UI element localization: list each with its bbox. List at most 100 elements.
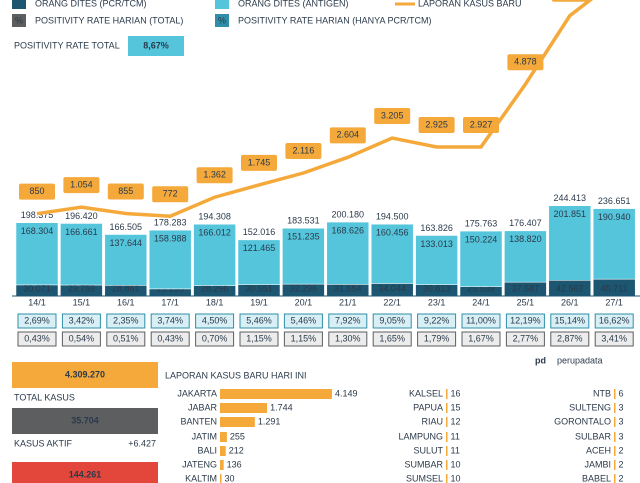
x-tick-label: 27/1: [605, 297, 623, 307]
positivity-label: 2,35%: [113, 315, 139, 325]
segment-label: 30.071: [23, 283, 51, 293]
case-label-box: [285, 143, 322, 160]
positivity-label: 3,74%: [157, 315, 183, 325]
province-value: 11: [451, 431, 460, 441]
x-tick-label: 20/1: [295, 297, 313, 307]
province-bar: [220, 389, 332, 399]
positivity-label: 12,19%: [510, 315, 541, 325]
legend-symbol: %: [15, 15, 23, 25]
total-label: 163.826: [420, 223, 453, 233]
total-label: 178.283: [154, 218, 187, 228]
case-label-box: [107, 183, 144, 200]
segment-label: 30.551: [245, 283, 273, 293]
province-name: SUMBAR: [404, 459, 443, 469]
bar-segment: [504, 230, 547, 283]
positivity-label: 1,15%: [291, 333, 317, 343]
province-bar: [614, 460, 616, 470]
province-name: SULTENG: [569, 402, 611, 412]
positivity-box: [461, 313, 501, 329]
segment-label: 42.562: [556, 283, 584, 293]
province-bar: [446, 403, 448, 413]
segment-label: 151.235: [287, 232, 320, 242]
positivity-box: [550, 331, 590, 347]
province-value: 136: [227, 459, 242, 469]
province-bar: [446, 389, 448, 399]
segment-label: 32.296: [290, 283, 318, 293]
positivity-box: [106, 331, 146, 347]
positivity-box: [61, 313, 101, 329]
stat-box: [12, 408, 158, 434]
total-label: 183.531: [287, 216, 320, 226]
case-label-box: [329, 127, 366, 144]
province-bar: [220, 432, 227, 442]
bar-segment: [15, 222, 59, 286]
positivity-box: [150, 331, 190, 347]
segment-label: 137.644: [110, 238, 143, 248]
total-label: 194.308: [198, 212, 231, 222]
province-name: GORONTALO: [554, 416, 611, 426]
province-value: 4.149: [335, 388, 358, 398]
x-tick-label: 15/1: [73, 297, 91, 307]
case-label: 850: [29, 186, 44, 196]
legend-swatch: [12, 14, 26, 27]
positivity-label: 5,46%: [246, 315, 272, 325]
province-bar: [614, 446, 616, 456]
segment-label: 201.851: [554, 209, 587, 219]
province-bar: [614, 389, 616, 399]
positivity-box: [150, 313, 190, 329]
positivity-box: [505, 313, 545, 329]
positivity-label: 1,15%: [246, 333, 272, 343]
legend-label: LAPORAN KASUS BARU: [418, 0, 522, 8]
bar-segment: [592, 208, 636, 280]
province-name: SULBAR: [575, 431, 612, 441]
legend-swatch: [215, 0, 229, 9]
case-label: 1.745: [248, 157, 271, 167]
positivity-label: 1,67%: [468, 333, 494, 343]
bar-segment: [548, 205, 592, 281]
province-value: 2: [619, 459, 624, 469]
positivity-box: [594, 313, 634, 329]
bar-segment: [60, 223, 103, 286]
positivity-box: [417, 331, 457, 347]
total-label: 176.407: [509, 218, 542, 228]
province-bar: [446, 474, 448, 483]
province-name: SUMSEL: [406, 473, 443, 483]
case-label: 2.925: [425, 119, 448, 129]
positivity-box: [239, 313, 279, 329]
legend-swatch: [215, 14, 229, 27]
province-bar: [446, 432, 448, 442]
segment-label: 166.661: [65, 227, 98, 237]
positivity-box: [328, 331, 368, 347]
segment-label: 121.465: [243, 243, 276, 253]
positivity-total-value: 8,67%: [143, 40, 169, 50]
total-label: 198.375: [21, 210, 54, 220]
positivity-box: [239, 331, 279, 347]
legend-swatch: [12, 0, 26, 9]
province-bar: [446, 446, 448, 456]
positivity-total-label: POSITIVITY RATE TOTAL: [14, 40, 120, 50]
case-label: 2.116: [292, 145, 314, 155]
province-name: NTB: [593, 388, 611, 398]
total-label: 200.180: [332, 209, 365, 219]
segment-label: 45.711: [601, 283, 628, 293]
case-label: 1.054: [70, 180, 93, 190]
province-bar: [220, 474, 222, 483]
province-bar: [614, 474, 616, 483]
positivity-box: [17, 331, 57, 347]
positivity-box: [283, 331, 323, 347]
positivity-label: 0,54%: [69, 333, 95, 343]
province-bar: [220, 446, 226, 456]
positivity-box: [372, 313, 412, 329]
positivity-box: [17, 313, 57, 329]
province-name: BALI: [197, 445, 217, 455]
segment-label: 160.456: [376, 228, 409, 238]
x-tick-label: 23/1: [428, 297, 446, 307]
province-value: 30: [225, 473, 235, 483]
positivity-label: 15,14%: [555, 315, 586, 325]
case-label-box: [196, 167, 233, 184]
positivity-label: 0,43%: [157, 333, 183, 343]
province-name: KALSEL: [409, 388, 443, 398]
case-label: 2.927: [470, 119, 493, 129]
total-label: 244.413: [554, 193, 587, 203]
stat-box: [12, 362, 158, 388]
